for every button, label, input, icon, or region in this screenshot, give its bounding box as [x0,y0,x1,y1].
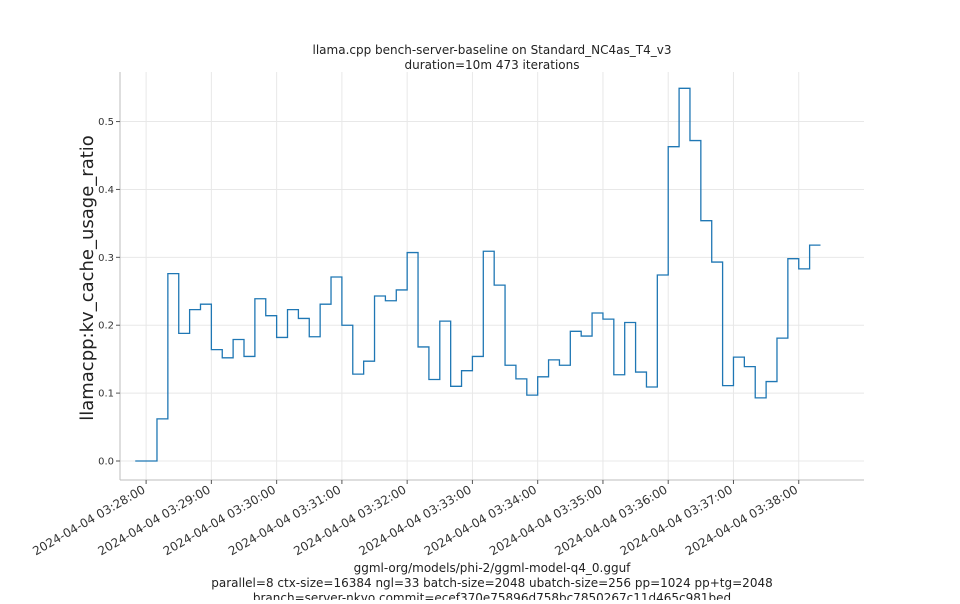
x-tick-label: 2024-04-04 03:37:00 [618,482,735,558]
x-tick-label: 2024-04-04 03:35:00 [487,482,604,558]
series-line [135,88,820,461]
x-tick-label: 2024-04-04 03:29:00 [95,482,212,558]
grid-layer [120,72,864,480]
chart-title-line-2: duration=10m 473 iterations [405,58,580,72]
y-tick-label: 0.5 [98,117,114,128]
y-tick-label: 0.2 [98,321,114,332]
x-tick-label: 2024-04-04 03:36:00 [552,482,669,558]
x-axis-label-line-1: ggml-org/models/phi-2/ggml-model-q4_0.gg… [354,561,632,575]
chart-title-line-1: llama.cpp bench-server-baseline on Stand… [313,43,672,57]
x-tick-label: 2024-04-04 03:30:00 [161,482,278,558]
x-tick-label: 2024-04-04 03:38:00 [683,482,800,558]
y-tick-label: 0.4 [98,185,114,196]
y-tick-label: 0.3 [98,253,114,264]
x-tick-label: 2024-04-04 03:32:00 [291,482,408,558]
y-tick-label: 0.0 [98,456,114,467]
x-tick-label: 2024-04-04 03:31:00 [226,482,343,558]
series-layer [135,88,820,461]
x-tick-label: 2024-04-04 03:33:00 [357,482,474,558]
x-axis-label-line-3: branch=server-nkvo commit=ecef370e75896d… [253,591,731,600]
y-axis-label: llamacpp:kv_cache_usage_ratio [77,135,98,421]
axes-spines [120,72,864,480]
x-tick-label: 2024-04-04 03:34:00 [422,482,539,558]
y-tick-label: 0.1 [98,389,114,400]
x-axis-label-line-2: parallel=8 ctx-size=16384 ngl=33 batch-s… [211,576,772,590]
x-tick-label: 2024-04-04 03:28:00 [30,482,147,558]
